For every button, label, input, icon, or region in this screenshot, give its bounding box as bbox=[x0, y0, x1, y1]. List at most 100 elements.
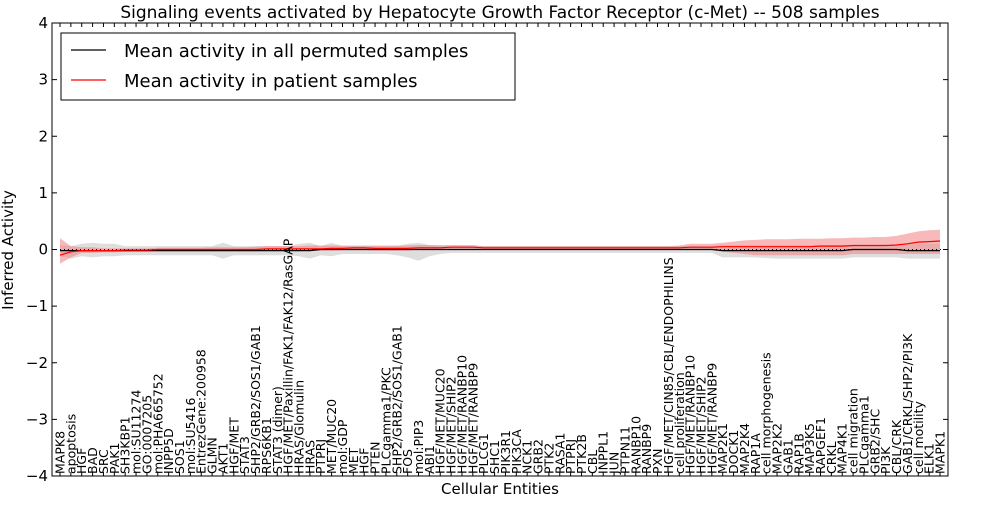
x-tick-label: PIK3CA bbox=[509, 429, 524, 474]
x-tick-label: apoptosis bbox=[63, 414, 78, 474]
x-tick-label: MAPK8 bbox=[53, 431, 68, 474]
series-lines bbox=[59, 240, 941, 256]
y-tick-label: 3 bbox=[38, 71, 48, 89]
x-tick-label: CBL bbox=[585, 450, 600, 474]
x-tick-label: HGF/MET/MUC20 bbox=[433, 368, 448, 474]
y-tick-label: −3 bbox=[26, 410, 48, 428]
y-tick-label: −2 bbox=[26, 354, 48, 372]
x-tick-label: SH3KBP1 bbox=[118, 416, 133, 474]
x-tick-label: PLCgamma1/PKC bbox=[378, 367, 393, 474]
x-tick-label: SHP2/GRB2/SOS1/GAB1 bbox=[248, 325, 263, 474]
x-tick-label: cell migration bbox=[846, 388, 861, 474]
y-tick-label: 1 bbox=[38, 184, 48, 202]
x-tick-label: mol:PHA665752 bbox=[150, 373, 165, 474]
x-tick-label: ABI1 bbox=[422, 445, 437, 474]
x-tick-label: PTPRJ bbox=[563, 439, 578, 474]
x-tick-label: HRAS bbox=[302, 440, 317, 474]
x-tick-label: MET bbox=[346, 447, 361, 474]
x-tick-label: PIK3R1 bbox=[498, 430, 513, 474]
legend-label-permuted: Mean activity in all permuted samples bbox=[124, 41, 468, 62]
x-tick-label: SHP2/GRB2/SOS1/GAB1 bbox=[389, 325, 404, 474]
x-tick-label: RANBP9 bbox=[639, 424, 654, 474]
x-tick-label: MAP2K2 bbox=[770, 423, 785, 474]
x-tick-label: PI3K bbox=[878, 446, 893, 474]
x-tick-label: STAT3 (dimer) bbox=[270, 386, 285, 474]
x-tick-label: MAPK1 bbox=[933, 431, 948, 474]
x-tick-label: NCK1 bbox=[520, 440, 535, 474]
x-tick-label: MAP3K5 bbox=[802, 423, 817, 474]
x-tick-label: RANBP10 bbox=[628, 416, 643, 474]
x-tick-label: SRC bbox=[96, 449, 111, 474]
legend-label-patient: Mean activity in patient samples bbox=[124, 71, 418, 92]
x-tick-label: RAPGEF1 bbox=[813, 417, 828, 474]
x-tick-label: HGF bbox=[357, 448, 372, 474]
x-tick-label: PTK2B bbox=[574, 434, 589, 474]
x-tick-label: DOCK1 bbox=[726, 430, 741, 474]
band-series-1 bbox=[60, 229, 940, 264]
x-tick-label: GLMN bbox=[205, 437, 220, 474]
x-tick-label: GAB1/CRKL/SHP2/PI3K bbox=[900, 333, 915, 474]
x-tick-label: RPS6KB1 bbox=[259, 417, 274, 474]
y-axis-label: Inferred Activity bbox=[0, 190, 17, 310]
x-tick-label: PTPRJ bbox=[313, 439, 328, 474]
x-tick-label: HGF/MET/RANBP10 bbox=[455, 355, 470, 474]
y-tick-label: 4 bbox=[38, 14, 48, 32]
x-tick-label: HGF/MET/SHIP2 bbox=[694, 376, 709, 474]
x-tick-label: EntrezGene:200958 bbox=[194, 349, 209, 474]
x-axis-ticks: MAPK8apoptosisHGFBADSRCPAK1SH3KBP1mol:SU… bbox=[53, 23, 948, 476]
x-tick-label: HRAS/Glomulin bbox=[292, 380, 307, 474]
x-tick-label: mol:PIP3 bbox=[411, 420, 426, 474]
y-tick-label: −1 bbox=[26, 297, 48, 315]
x-tick-label: JUN bbox=[607, 452, 622, 475]
x-tick-label: HGF/MET/SHIP2 bbox=[444, 376, 459, 474]
x-tick-label: PLCgamma1 bbox=[857, 395, 872, 474]
x-tick-label: HGF/MET/RANBP9 bbox=[704, 363, 719, 474]
x-tick-label: STAT3 bbox=[237, 436, 252, 474]
x-tick-label: GRB2 bbox=[531, 439, 546, 474]
x-tick-label: mol:SU11274 bbox=[129, 390, 144, 474]
x-tick-label: INPPL1 bbox=[596, 431, 611, 474]
x-tick-label: PLCG1 bbox=[476, 433, 491, 474]
y-tick-label: −4 bbox=[26, 467, 48, 485]
x-tick-label: HGF/MET bbox=[226, 417, 241, 474]
x-tick-label: CBL/CRK bbox=[889, 419, 904, 474]
y-axis-ticks: −4 −3 −2 −1 0 1 2 3 4 bbox=[26, 14, 948, 485]
x-tick-label: PAK1 bbox=[107, 443, 122, 474]
x-tick-label: RASA1 bbox=[552, 433, 567, 474]
legend-box bbox=[60, 32, 516, 101]
x-tick-label: AKT1 bbox=[216, 443, 231, 474]
x-tick-label: SOS1 bbox=[172, 440, 187, 474]
x-tick-label: PTEN bbox=[368, 442, 383, 474]
x-tick-label: cell morphogenesis bbox=[759, 352, 774, 474]
x-tick-label: CRKL bbox=[824, 441, 839, 474]
x-tick-label: cell proliferation bbox=[672, 372, 687, 474]
y-tick-label: 2 bbox=[38, 127, 48, 145]
x-tick-label: cell motility bbox=[911, 400, 926, 474]
x-tick-label: BAD bbox=[85, 447, 100, 474]
x-tick-label: HGF/MET/RANBP9 bbox=[465, 363, 480, 474]
x-tick-label: MAP2K1 bbox=[715, 423, 730, 474]
series-line-0 bbox=[60, 248, 940, 252]
x-tick-label: HGF/MET/CIN85/CBL/ENDOPHILINS bbox=[661, 257, 676, 474]
x-tick-label: HGF/MET/RANBP10 bbox=[683, 355, 698, 474]
x-tick-label: mol:SU5416 bbox=[183, 398, 198, 474]
x-tick-label: PTPN11 bbox=[617, 426, 632, 474]
x-tick-label: GAB1 bbox=[780, 439, 795, 474]
x-tick-label: MAP2K4 bbox=[737, 423, 752, 474]
series-line-1 bbox=[59, 240, 941, 256]
x-tick-label: HGF/MET/Paxillin/FAK1/FAK12/RasGAP bbox=[281, 238, 296, 474]
x-tick-label: GO:0007205 bbox=[139, 395, 154, 474]
x-tick-label: mol:GDP bbox=[335, 419, 350, 474]
x-tick-label: PXN bbox=[650, 449, 665, 474]
x-axis-label: Cellular Entities bbox=[441, 480, 559, 498]
x-tick-label: MAP4K1 bbox=[835, 423, 850, 474]
chart-title: Signaling events activated by Hepatocyte… bbox=[120, 3, 879, 23]
x-tick-label: INPP5D bbox=[161, 428, 176, 474]
x-tick-label: MET/MUC20 bbox=[324, 399, 339, 474]
x-tick-label: PTK2 bbox=[541, 443, 556, 474]
x-tick-label: RAP1A bbox=[748, 433, 763, 474]
x-tick-label: SHC1 bbox=[487, 440, 502, 474]
x-tick-label: FOS bbox=[400, 449, 415, 474]
